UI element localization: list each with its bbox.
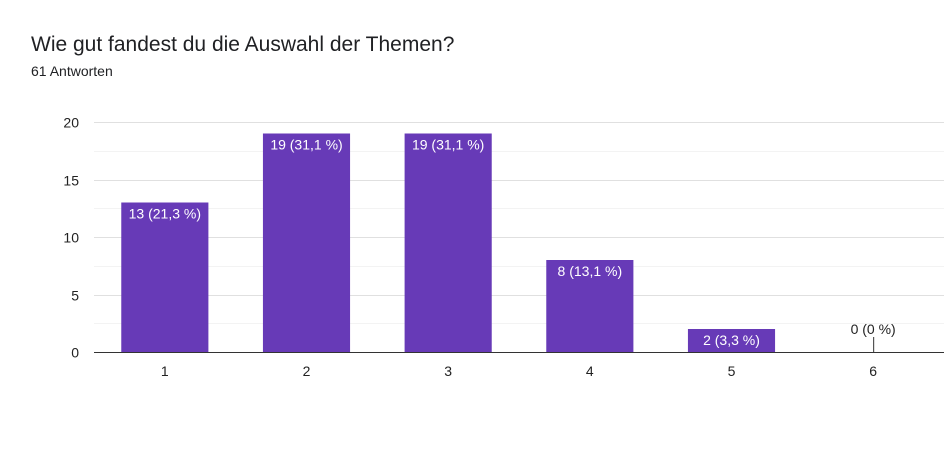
bar (121, 202, 209, 352)
chart-title: Wie gut fandest du die Auswahl der Theme… (31, 33, 455, 56)
chart-grid (94, 122, 944, 324)
bar-data-label: 19 (31,1 %) (270, 137, 342, 153)
bar (687, 329, 776, 352)
y-tick-label: 0 (71, 345, 79, 361)
x-tick-label: 3 (444, 363, 452, 379)
bar (262, 133, 351, 352)
y-tick-label: 15 (63, 173, 79, 189)
chart-bars (121, 133, 776, 352)
y-axis-ticks: 0 5 10 15 20 (63, 115, 79, 361)
x-axis-ticks: 1 2 3 4 5 6 (161, 363, 877, 379)
bar-data-label: 13 (21,3 %) (129, 206, 201, 222)
x-tick-label: 2 (303, 363, 311, 379)
response-count: 61 Antworten (31, 63, 113, 79)
x-tick-label: 4 (586, 363, 594, 379)
bar-data-labels: 13 (21,3 %) 19 (31,1 %) 19 (31,1 %) 8 (13,1… (129, 137, 896, 352)
bar (404, 133, 492, 352)
bar-data-label: 2 (3,3 %) (703, 332, 760, 348)
bar-data-label: 0 (0 %) (851, 321, 896, 337)
y-tick-label: 20 (63, 115, 79, 131)
bar-data-label: 19 (31,1 %) (412, 137, 484, 153)
x-tick-label: 6 (869, 363, 877, 379)
y-tick-label: 10 (63, 230, 79, 246)
x-tick-label: 5 (728, 363, 736, 379)
bar-data-label: 8 (13,1 %) (558, 263, 623, 279)
y-tick-label: 5 (71, 288, 79, 304)
x-tick-label: 1 (161, 363, 169, 379)
bar (546, 260, 634, 352)
